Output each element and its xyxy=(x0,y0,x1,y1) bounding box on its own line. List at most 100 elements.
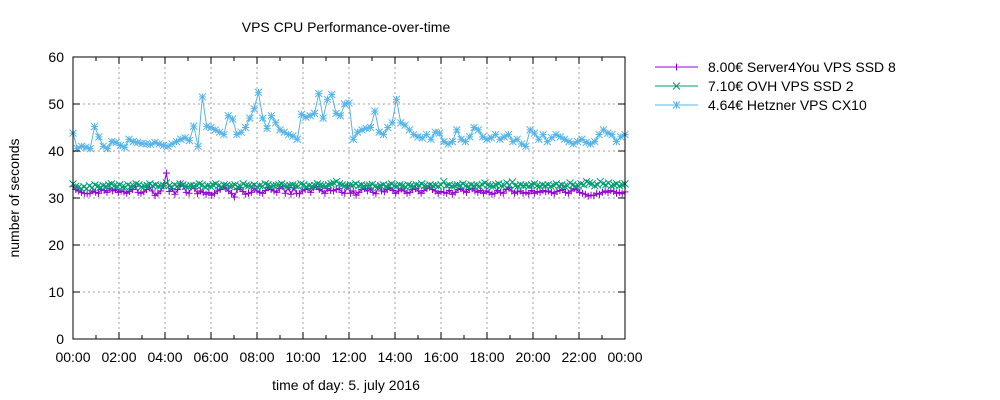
data-point xyxy=(599,125,608,134)
y-tick-label: 10 xyxy=(48,284,64,300)
data-point xyxy=(590,181,599,190)
data-point xyxy=(271,118,280,127)
data-point xyxy=(281,189,289,197)
y-tick-label: 40 xyxy=(48,143,64,159)
data-point xyxy=(132,180,141,188)
data-point xyxy=(90,122,99,131)
data-point xyxy=(538,180,547,189)
data-point xyxy=(185,189,193,197)
data-point xyxy=(560,182,569,191)
x-tick-label: 06:00 xyxy=(193,349,228,365)
data-point xyxy=(291,181,300,190)
data-point xyxy=(228,115,237,123)
data-point xyxy=(176,135,185,144)
x-axis-label: time of day: 5. july 2016 xyxy=(272,377,420,393)
axis-ticks: 0 10 20 30 40 50 60 00:00 02:00 04:00 06:00 08:00 10… xyxy=(48,49,642,365)
data-point xyxy=(189,182,198,191)
data-point xyxy=(327,180,336,188)
data-point xyxy=(247,188,255,196)
y-tick-label: 50 xyxy=(48,96,64,112)
legend-label: 7.10€ OVH VPS SSD 2 xyxy=(708,78,854,94)
data-point xyxy=(198,93,207,101)
data-point xyxy=(349,135,358,144)
legend-marker xyxy=(672,101,681,109)
data-point xyxy=(327,90,336,99)
legend-item: 4.64€ Hetzner VPS CX10 xyxy=(655,97,867,113)
data-point xyxy=(289,132,297,140)
data-point xyxy=(233,182,242,191)
data-point xyxy=(176,180,184,188)
data-point xyxy=(313,180,322,188)
data-point xyxy=(194,142,202,151)
data-point xyxy=(401,121,409,130)
data-point xyxy=(388,118,396,127)
data-point xyxy=(267,111,276,120)
data-point xyxy=(530,129,539,137)
data-point xyxy=(293,135,302,144)
data-point xyxy=(497,181,506,190)
data-point xyxy=(261,180,270,188)
data-point xyxy=(287,190,295,198)
data-point xyxy=(307,188,315,196)
data-point xyxy=(392,95,401,104)
data-point xyxy=(157,181,165,190)
data-point xyxy=(439,177,448,186)
data-point xyxy=(224,111,233,120)
data-point xyxy=(185,136,194,145)
y-axis-label: number of seconds xyxy=(6,138,22,257)
x-tick-label: 14:00 xyxy=(377,349,412,365)
data-point xyxy=(465,133,474,141)
x-tick-label: 00:00 xyxy=(607,349,642,365)
data-point xyxy=(133,138,142,147)
data-point xyxy=(335,180,344,188)
data-point xyxy=(314,89,323,98)
data-point xyxy=(608,130,616,139)
data-point xyxy=(546,182,555,191)
data-point xyxy=(452,125,461,134)
data-point xyxy=(321,189,329,197)
data-point xyxy=(371,107,379,115)
data-point xyxy=(120,143,129,152)
legend-marker xyxy=(673,63,680,71)
data-point xyxy=(297,180,305,188)
x-tick-label: 10:00 xyxy=(285,349,320,365)
legend-marker xyxy=(672,82,681,90)
series-layer xyxy=(69,88,629,201)
y-tick-label: 0 xyxy=(56,331,64,347)
data-point xyxy=(577,180,585,188)
series-2 xyxy=(69,177,629,193)
legend-label: 4.64€ Hetzner VPS CX10 xyxy=(708,97,867,113)
data-point xyxy=(220,130,228,139)
x-tick-label: 00:00 xyxy=(55,349,90,365)
data-point xyxy=(336,111,345,120)
chart-title: VPS CPU Performance-over-time xyxy=(242,19,451,35)
data-point xyxy=(461,137,470,146)
data-point xyxy=(474,125,483,134)
data-point xyxy=(607,181,616,190)
data-point xyxy=(547,133,556,142)
data-point xyxy=(615,181,624,190)
data-point xyxy=(323,95,332,104)
x-tick-label: 22:00 xyxy=(561,349,596,365)
data-point xyxy=(539,130,547,139)
data-point xyxy=(395,180,404,189)
data-point xyxy=(487,133,496,142)
legend-label: 8.00€ Server4You VPS SSD 8 xyxy=(708,59,896,75)
data-point xyxy=(228,189,236,197)
data-point xyxy=(126,182,135,191)
data-point xyxy=(254,88,263,97)
data-point xyxy=(508,178,517,186)
data-point xyxy=(448,137,457,146)
data-point xyxy=(195,180,204,188)
data-point xyxy=(189,122,198,130)
data-point xyxy=(118,182,127,191)
data-point xyxy=(349,187,357,195)
data-point xyxy=(308,182,316,191)
data-point xyxy=(427,135,435,144)
data-point xyxy=(255,181,264,190)
y-tick-label: 30 xyxy=(48,190,64,206)
data-point xyxy=(499,189,507,197)
data-point xyxy=(382,182,390,191)
